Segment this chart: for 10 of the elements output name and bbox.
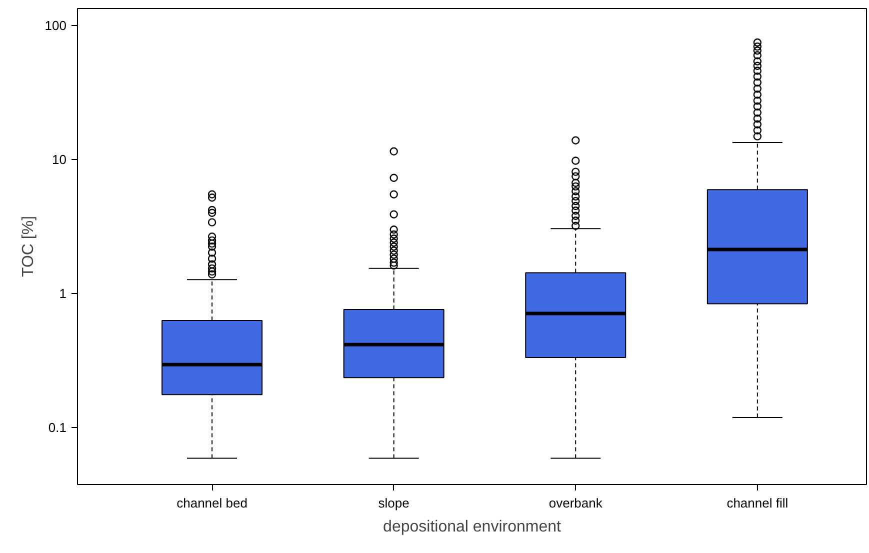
- y-tick-label: 100: [44, 18, 67, 34]
- x-tick-label: slope: [378, 496, 410, 510]
- x-tick-label: channel bed: [176, 496, 248, 510]
- y-axis-title: TOC [%]: [20, 216, 37, 278]
- x-axis-title: depositional environment: [383, 518, 562, 536]
- x-tick-label: channel fill: [726, 496, 788, 510]
- y-tick-label: 10: [52, 152, 67, 168]
- y-tick-label: 1: [59, 286, 67, 302]
- x-tick-label: overbank: [548, 496, 603, 510]
- y-tick-label: 0.1: [48, 420, 67, 436]
